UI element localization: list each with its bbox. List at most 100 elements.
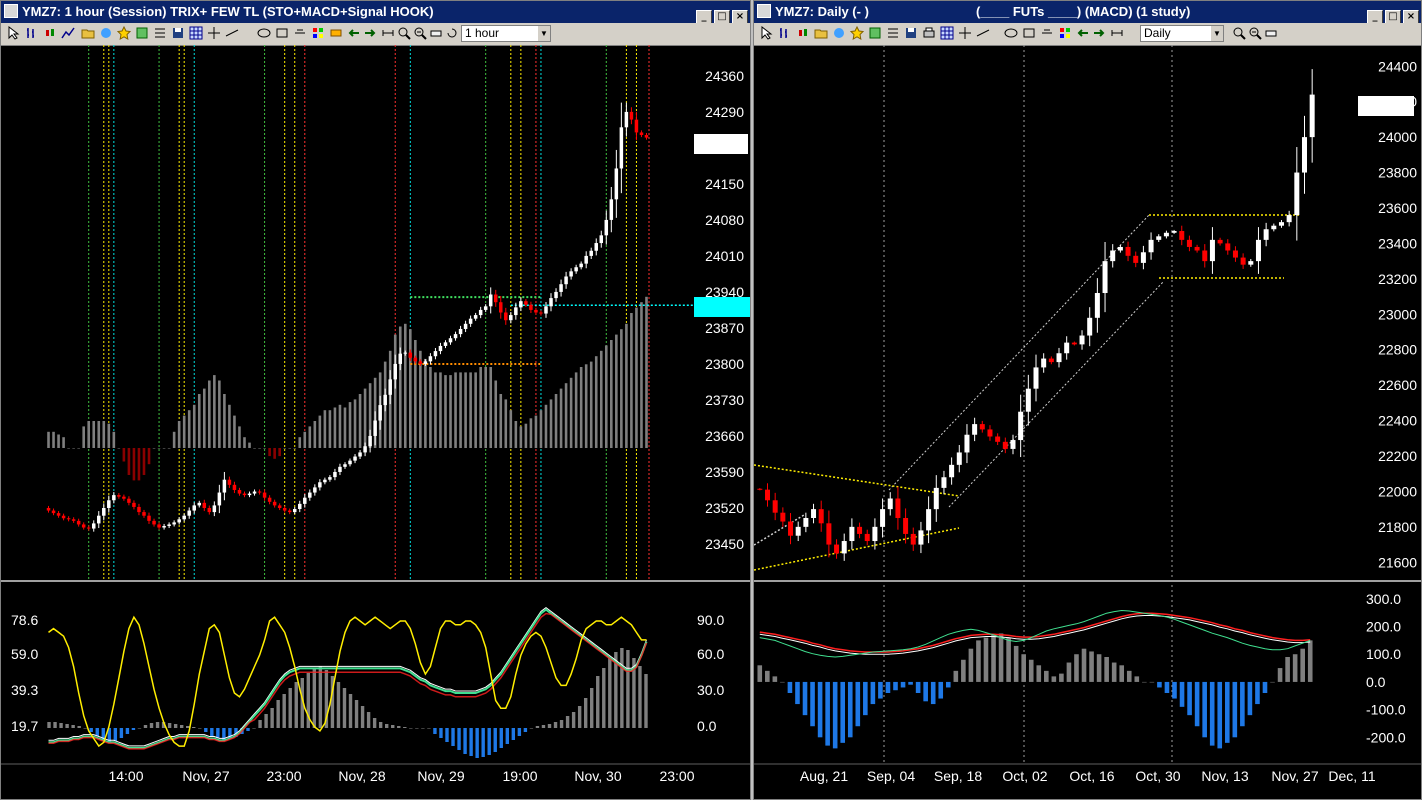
ellipse-tool-icon[interactable] <box>257 26 271 40</box>
ellipse-tool-icon[interactable] <box>1004 26 1018 40</box>
chart-style-icon[interactable] <box>61 26 75 40</box>
macd-histogram-bar <box>1126 670 1132 682</box>
trix-histogram-bar <box>398 326 402 448</box>
eraser-icon[interactable] <box>1264 26 1278 40</box>
trendline-icon[interactable] <box>976 26 990 40</box>
close-button[interactable]: × <box>732 10 748 23</box>
chevron-down-icon[interactable]: ▼ <box>538 26 550 41</box>
zoom-out-icon[interactable] <box>1248 26 1262 40</box>
maximize-button[interactable]: □ <box>714 10 730 23</box>
macd-histogram-bar <box>930 681 936 705</box>
candle-body <box>529 304 533 310</box>
zoom-in-icon[interactable] <box>1232 26 1246 40</box>
candle-chart-type-icon[interactable] <box>43 26 57 40</box>
scroll-forward-icon[interactable] <box>363 26 377 40</box>
candle-body <box>1110 250 1116 262</box>
trendline-icon[interactable] <box>225 26 239 40</box>
compress-icon[interactable] <box>381 26 395 40</box>
scroll-forward-icon[interactable] <box>1092 26 1106 40</box>
favorite-star-icon[interactable] <box>850 26 864 40</box>
left-chart-window[interactable]: YMZ7: 1 hour (Session) TRIX+ FEW TL (STO… <box>0 0 751 800</box>
candle-body <box>298 503 302 510</box>
time-axis-tick: 23:00 <box>659 768 694 784</box>
rectangle-tool-icon[interactable] <box>275 26 289 40</box>
zoom-out-icon[interactable] <box>413 26 427 40</box>
candle-body <box>1041 358 1047 368</box>
color-palette-icon[interactable] <box>311 26 325 40</box>
close-button[interactable]: × <box>1403 10 1419 23</box>
drawing-tools-icon[interactable] <box>868 26 882 40</box>
candle-body <box>162 525 166 528</box>
trix-histogram-bar <box>253 448 256 449</box>
save-icon[interactable] <box>171 26 185 40</box>
interval-select[interactable]: Daily ▼ <box>1140 25 1224 42</box>
scroll-back-icon[interactable] <box>1076 26 1090 40</box>
trix-histogram-bar <box>223 394 226 448</box>
drawing-tools-icon[interactable] <box>135 26 149 40</box>
last-price-box <box>1358 96 1414 116</box>
candle-body <box>378 405 382 421</box>
save-icon[interactable] <box>904 26 918 40</box>
right-chart-window[interactable]: YMZ7: Daily (- ) (____ FUTs ____) (MACD)… <box>753 0 1422 800</box>
crosshair-icon[interactable] <box>207 26 221 40</box>
study-list-icon[interactable] <box>886 26 900 40</box>
macd-histogram-bar <box>1187 681 1192 716</box>
study-list-icon[interactable] <box>153 26 167 40</box>
macd-histogram-bar <box>270 708 274 728</box>
label-tool-icon[interactable] <box>293 26 307 40</box>
candle-chart-type-icon[interactable] <box>796 26 810 40</box>
cursor-icon[interactable] <box>7 26 21 40</box>
indicator-icon[interactable] <box>99 26 113 40</box>
interval-select[interactable]: 1 hour ▼ <box>461 25 551 42</box>
grid-toggle-icon[interactable] <box>940 26 954 40</box>
macd-histogram-bar <box>1066 662 1072 682</box>
candle-body <box>358 452 362 457</box>
color-palette-icon[interactable] <box>1058 26 1072 40</box>
candle-body <box>182 515 186 520</box>
minimize-button[interactable]: _ <box>696 10 712 23</box>
left-chart-canvas[interactable]: 2436024290242202415024080240102394023870… <box>1 45 750 799</box>
chevron-down-icon[interactable]: ▼ <box>1211 26 1223 41</box>
zoom-in-icon[interactable] <box>397 26 411 40</box>
macd-histogram-bar <box>384 724 389 728</box>
eraser-icon[interactable] <box>429 26 443 40</box>
candle-body <box>81 524 86 528</box>
fill-color-icon[interactable] <box>329 26 343 40</box>
cursor-icon[interactable] <box>760 26 774 40</box>
trix-histogram-bar <box>77 448 80 449</box>
candle-body <box>1263 229 1269 240</box>
crosshair-icon[interactable] <box>958 26 972 40</box>
date-axis-tick: Oct, 16 <box>1069 768 1114 784</box>
candle-body <box>972 424 978 435</box>
bar-chart-type-icon[interactable] <box>25 26 39 40</box>
trix-histogram-bar <box>303 431 307 448</box>
minimize-button[interactable]: _ <box>1367 10 1383 23</box>
scroll-back-icon[interactable] <box>347 26 361 40</box>
print-icon[interactable] <box>922 26 936 40</box>
grid-toggle-icon[interactable] <box>189 26 203 40</box>
open-folder-icon[interactable] <box>81 26 95 40</box>
trix-histogram-bar <box>434 372 437 448</box>
compress-icon[interactable] <box>1110 26 1124 40</box>
open-folder-icon[interactable] <box>814 26 828 40</box>
refresh-icon[interactable] <box>445 26 459 40</box>
left-title-bar[interactable]: YMZ7: 1 hour (Session) TRIX+ FEW TL (STO… <box>1 1 750 23</box>
trix-histogram-bar <box>197 394 201 448</box>
rectangle-tool-icon[interactable] <box>1022 26 1036 40</box>
right-chart-canvas[interactable]: 2440024200240002380023600234002320023000… <box>754 45 1421 799</box>
macd-histogram-bar <box>757 665 763 682</box>
macd-histogram-bar <box>1021 654 1026 682</box>
time-axis-tick: 14:00 <box>108 768 143 784</box>
macd-histogram-bar <box>246 728 250 731</box>
candle-body <box>46 507 51 511</box>
label-tool-icon[interactable] <box>1040 26 1054 40</box>
macd-histogram-bar <box>832 681 838 749</box>
favorite-star-icon[interactable] <box>117 26 131 40</box>
right-title-bar[interactable]: YMZ7: Daily (- ) (____ FUTs ____) (MACD)… <box>754 1 1421 23</box>
maximize-button[interactable]: □ <box>1385 10 1401 23</box>
macd-right-axis-tick: 30.0 <box>697 682 724 698</box>
macd-histogram-bar <box>855 681 861 727</box>
macd-histogram-bar <box>825 681 830 746</box>
indicator-icon[interactable] <box>832 26 846 40</box>
bar-chart-type-icon[interactable] <box>778 26 792 40</box>
